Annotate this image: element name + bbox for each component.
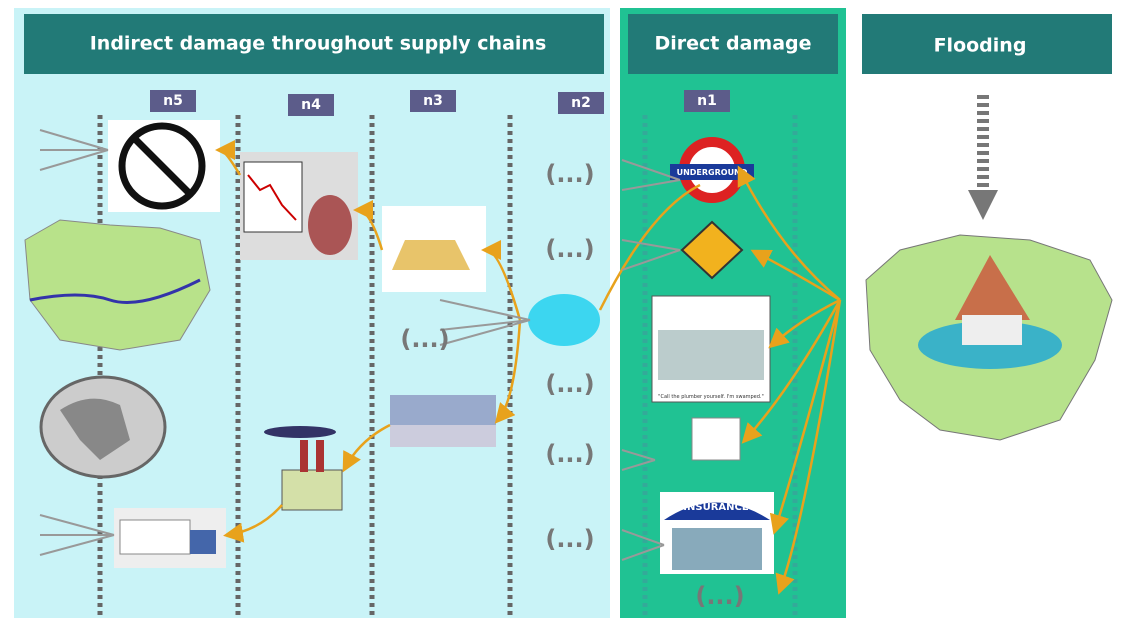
- panel-title: Direct damage: [654, 33, 811, 55]
- level-label: n4: [301, 97, 321, 113]
- ellipsis: (...): [545, 370, 594, 398]
- level-tags: [150, 90, 730, 116]
- arrows: [39, 95, 998, 595]
- header-bar: [628, 14, 838, 74]
- ellipsis: (...): [695, 582, 744, 610]
- level-label: n2: [571, 95, 591, 111]
- direct-illustrations: [651, 137, 774, 574]
- ellipsis: (...): [545, 525, 594, 553]
- ellipsis: (...): [545, 160, 594, 188]
- icon-label: INSURANCE: [683, 502, 749, 513]
- panel-title: Flooding: [934, 35, 1027, 57]
- ellipsis: (...): [400, 325, 449, 353]
- illustrations: [24, 120, 600, 568]
- level-label: n5: [163, 93, 183, 109]
- icon-label: UNDERGROUND: [677, 168, 748, 177]
- flood-map: [865, 234, 1113, 441]
- ellipsis: (...): [545, 235, 594, 263]
- panel-title: Indirect damage throughout supply chains: [90, 33, 547, 55]
- level-label: n1: [697, 93, 717, 109]
- header-bar: [24, 14, 604, 74]
- caption: "Call the plumber yourself. I'm swamped.…: [658, 394, 764, 400]
- ellipsis: (...): [545, 440, 594, 468]
- level-lines: [97, 115, 798, 615]
- header-bar: [862, 14, 1112, 74]
- level-label: n3: [423, 93, 443, 109]
